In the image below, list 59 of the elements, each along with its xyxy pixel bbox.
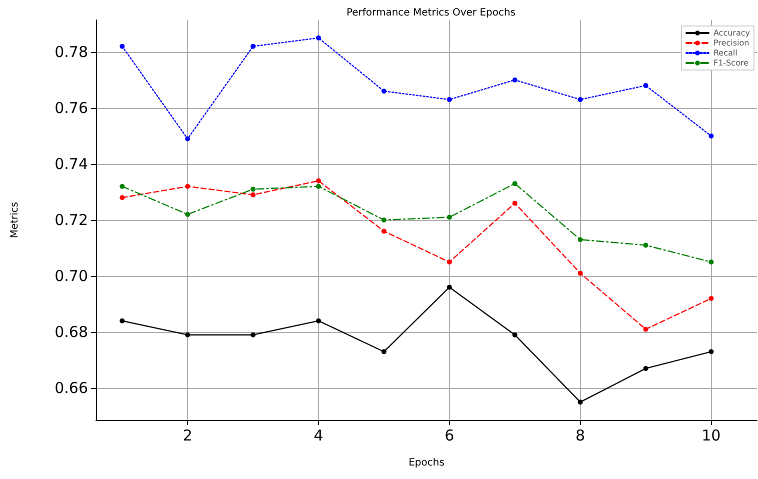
point xyxy=(643,83,648,88)
point xyxy=(708,133,714,138)
point xyxy=(578,270,583,276)
point xyxy=(250,44,256,49)
x-tick-label: 2 xyxy=(182,426,192,444)
point xyxy=(185,184,190,189)
point xyxy=(643,242,648,248)
point xyxy=(120,195,125,200)
point xyxy=(708,260,714,265)
x-tick-label: 6 xyxy=(444,426,454,444)
legend-label: Accuracy xyxy=(713,28,750,38)
point xyxy=(446,284,452,290)
point xyxy=(708,296,714,301)
point xyxy=(120,44,125,49)
point xyxy=(381,88,386,94)
point xyxy=(578,97,583,102)
y-tick-label: 0.68 xyxy=(54,323,88,342)
point xyxy=(446,214,452,220)
point xyxy=(316,178,322,184)
point xyxy=(250,332,256,338)
point xyxy=(250,186,256,192)
point xyxy=(316,318,322,324)
point xyxy=(708,349,714,354)
point xyxy=(643,326,648,332)
point xyxy=(446,260,452,265)
point xyxy=(316,184,322,189)
point xyxy=(316,35,322,40)
x-axis-title: Epochs xyxy=(408,458,444,468)
point xyxy=(643,366,648,371)
point xyxy=(578,400,583,405)
point xyxy=(512,181,518,186)
point xyxy=(185,136,190,142)
y-tick-label: 0.76 xyxy=(54,98,88,117)
y-tick-label: 0.72 xyxy=(54,211,88,229)
point xyxy=(120,184,125,189)
legend-label: F1-Score xyxy=(713,58,749,68)
point xyxy=(381,349,386,354)
point xyxy=(120,318,125,324)
point xyxy=(185,212,190,217)
point xyxy=(381,228,386,234)
chart-title: Performance Metrics Over Epochs xyxy=(346,8,516,18)
y-tick-label: 0.70 xyxy=(54,267,88,286)
point xyxy=(250,192,256,198)
legend-label: Recall xyxy=(713,48,738,58)
point xyxy=(512,332,518,338)
y-tick-label: 0.78 xyxy=(54,42,88,61)
point xyxy=(446,97,452,102)
point xyxy=(512,200,518,206)
point xyxy=(578,237,583,242)
x-tick-label: 8 xyxy=(576,426,586,444)
x-tick-label: 4 xyxy=(314,426,324,444)
y-tick-label: 0.66 xyxy=(54,379,88,398)
point xyxy=(381,218,386,222)
legend-label: Precision xyxy=(713,38,750,48)
y-tick-label: 0.74 xyxy=(54,154,88,173)
point xyxy=(185,332,190,338)
x-tick-label: 10 xyxy=(702,426,721,444)
y-axis-title: Metrics xyxy=(10,202,20,238)
point xyxy=(512,77,518,82)
